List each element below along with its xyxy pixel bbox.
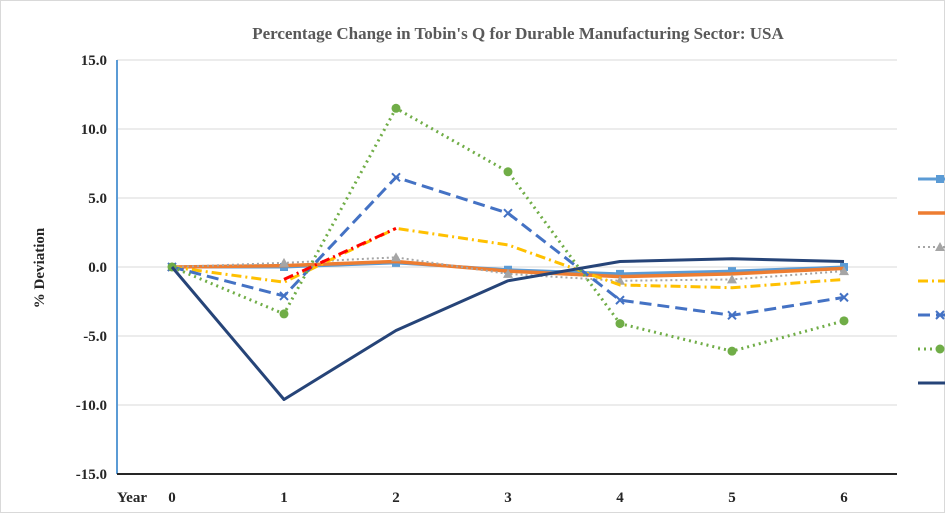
data-point: [728, 267, 736, 276]
y-tick-label: -15.0: [76, 467, 107, 483]
data-point: [615, 319, 625, 329]
data-point: [727, 274, 737, 284]
data-point: [935, 310, 945, 320]
series-lines: [167, 103, 849, 401]
data-point: [279, 309, 289, 319]
x-tick-label: 3: [504, 490, 512, 506]
data-point: [503, 167, 513, 177]
series-line: [171, 106, 845, 353]
data-point: [503, 268, 513, 278]
x-tick-label: 0: [168, 490, 176, 506]
y-tick-label: -5.0: [83, 329, 107, 345]
data-point: [935, 242, 945, 251]
legend-item: [918, 242, 945, 251]
series-line: [171, 226, 845, 290]
data-point: [727, 310, 737, 321]
y-tick-label: -10.0: [76, 398, 107, 414]
x-tick-label: 1: [280, 490, 288, 506]
data-point: [839, 292, 849, 303]
x-tick-label: 2: [392, 490, 400, 506]
series-line: [283, 226, 397, 281]
data-point: [391, 103, 401, 113]
x-axis-label: Year: [117, 490, 147, 506]
data-point: [279, 257, 289, 267]
legend-item: [918, 175, 945, 183]
series-line: [170, 257, 845, 401]
series-8: [283, 226, 397, 281]
data-point: [391, 172, 401, 183]
legend: [918, 175, 945, 385]
axes: [116, 60, 897, 475]
data-point: [727, 346, 737, 356]
series-7: [170, 257, 845, 401]
series-3: [167, 252, 849, 285]
data-point: [936, 175, 944, 183]
legend-item: [918, 344, 945, 354]
gridlines: [117, 59, 897, 406]
chart-title: Percentage Change in Tobin's Q for Durab…: [252, 24, 784, 43]
data-point: [839, 316, 849, 326]
data-point: [935, 344, 945, 354]
x-tick-label: 4: [616, 490, 624, 506]
data-point: [503, 208, 513, 218]
series-4: [171, 226, 845, 290]
x-tick-label: 6: [840, 490, 848, 506]
data-point: [391, 252, 401, 262]
data-point: [615, 295, 625, 305]
data-point: [839, 266, 849, 276]
x-tick-label: 5: [728, 490, 736, 506]
y-tick-label: 10.0: [81, 122, 107, 138]
data-point: [279, 291, 289, 301]
legend-item: [918, 310, 945, 320]
series-6: [167, 103, 849, 356]
series-5: [167, 172, 849, 321]
y-tick-label: 15.0: [81, 53, 107, 69]
data-point: [616, 269, 624, 278]
y-tick-label: 5.0: [88, 191, 107, 207]
tick-labels: 15.0 10.0 5.0 0.0 -5.0 -10.0 -15.0 0 1 2 3 4 5 6: [76, 53, 849, 506]
y-tick-label: 0.0: [88, 260, 107, 276]
y-axis-label: % Deviation: [32, 227, 48, 308]
